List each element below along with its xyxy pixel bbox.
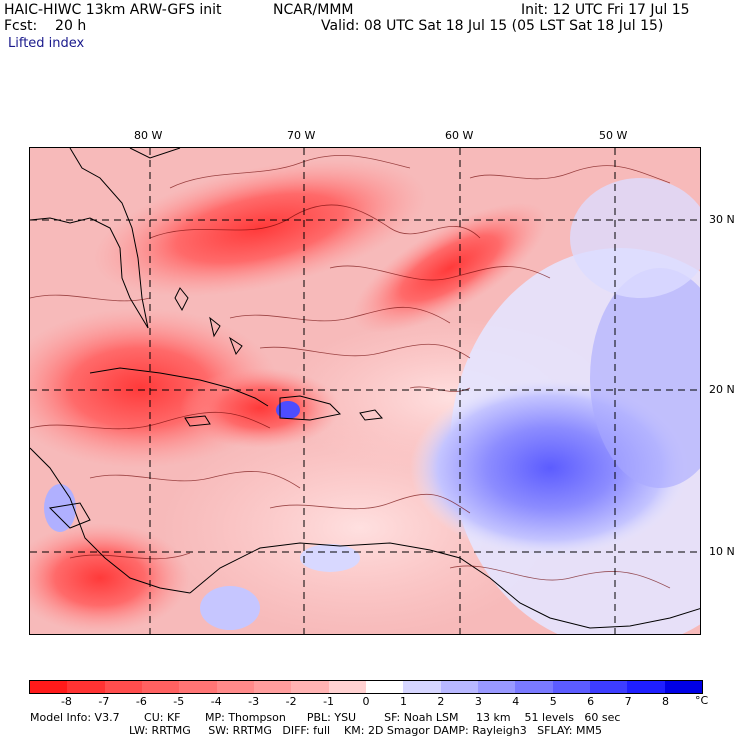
model-title: HAIC-HIWC 13km ARW-GFS init — [4, 2, 222, 18]
field-name: Lifted index — [8, 36, 85, 51]
coast-puerto-rico — [359, 409, 384, 421]
lon-label-50w: 50 W — [599, 129, 628, 142]
unstable-band-north — [93, 159, 427, 297]
lon-label-70w: 70 W — [287, 129, 316, 142]
contour-9 — [69, 552, 191, 560]
colorbar-segment — [664, 681, 702, 693]
colorbar-segment — [589, 681, 628, 693]
unstable-band-northeast — [352, 203, 548, 333]
colorbar-tick-label: 8 — [662, 695, 670, 708]
colorbar-tick-label: 0 — [362, 695, 370, 708]
lat-label-30n: 30 N — [709, 213, 735, 226]
colorbar-tick-label: 3 — [474, 695, 482, 708]
unstable-region-hispaniola — [180, 368, 340, 448]
stable-patch-south — [300, 544, 360, 572]
colorbar-segment — [440, 681, 478, 693]
coast-carolinas — [129, 148, 181, 159]
colorbar-segment — [141, 681, 180, 693]
lifted-index-map[interactable] — [29, 147, 701, 635]
colorbar-segment — [291, 681, 329, 693]
colorbar-segment — [552, 681, 590, 693]
contour-lines — [30, 154, 671, 589]
colorbar-segment — [104, 681, 142, 693]
coast-jamaica — [184, 415, 211, 427]
colorbar-segment — [179, 681, 217, 693]
colorbar-tick-label: -1 — [323, 695, 335, 708]
model-info-line1: Model Info: V3.7 CU: KF MP: Thompson PBL… — [30, 711, 621, 724]
colorbar-tick-label: 4 — [512, 695, 520, 708]
colorbar-tick-label: -3 — [248, 695, 260, 708]
stable-patch-southwest — [200, 586, 260, 630]
contour-10 — [269, 493, 471, 514]
lat-label-20n: 20 N — [709, 383, 735, 396]
coast-yucatan — [48, 502, 91, 529]
colorbar-tick-label: -6 — [135, 695, 147, 708]
lon-label-80w: 80 W — [134, 129, 163, 142]
coast-cuba — [89, 367, 269, 407]
contour-4 — [229, 306, 451, 324]
colorbar-tick-label: -5 — [173, 695, 185, 708]
stable-patch-west — [44, 484, 76, 532]
graticule — [30, 148, 700, 634]
init-label: Init: 12 UTC Fri 17 Jul 15 — [521, 2, 690, 18]
contour-7 — [30, 411, 271, 430]
model-info-line2: LW: RRTMG SW: RRTMG DIFF: full KM: 2D Sm… — [129, 724, 602, 737]
colorbar-segment — [67, 681, 105, 693]
coast-central-america — [30, 447, 191, 594]
org-label: NCAR/MMM — [273, 2, 354, 18]
colorbar-tick-label: 1 — [399, 695, 407, 708]
map-field-svg — [30, 148, 700, 634]
colorbar-segment — [30, 681, 68, 693]
colorbar-tick-label: 2 — [437, 695, 445, 708]
colorbar-tick-label: 6 — [587, 695, 595, 708]
coast-hispaniola — [279, 395, 342, 421]
colorbar-segment — [216, 681, 254, 693]
colorbar-tick-label: -8 — [60, 695, 72, 708]
colorbar-tick-label: -4 — [210, 695, 222, 708]
colorbar-segment — [328, 681, 366, 693]
contour-3 — [329, 265, 551, 281]
contour-6 — [30, 294, 151, 302]
colorbar-segment — [365, 681, 404, 693]
lon-label-60w: 60 W — [445, 129, 474, 142]
colorbar-tick-label: 7 — [624, 695, 632, 708]
coast-florida-east — [69, 148, 149, 329]
forecast-hour: Fcst: 20 h — [4, 18, 87, 34]
contour-2 — [149, 204, 481, 239]
colorbar-segment — [253, 681, 292, 693]
colorbar-segment — [477, 681, 516, 693]
contour-1 — [169, 154, 411, 189]
lat-label-10n: 10 N — [709, 545, 735, 558]
stable-region-northeast — [590, 268, 700, 488]
contour-8 — [89, 471, 301, 489]
contour-5 — [259, 343, 471, 359]
colorbar-tick-label: 5 — [549, 695, 557, 708]
colorbar-segment — [627, 681, 665, 693]
contour-13 — [449, 565, 671, 589]
valid-time: Valid: 08 UTC Sat 18 Jul 15 (05 LST Sat … — [321, 18, 664, 34]
colorbar — [29, 680, 703, 694]
colorbar-segment — [515, 681, 553, 693]
stable-patch-hispaniola — [276, 401, 300, 419]
colorbar-tick-label: -2 — [285, 695, 297, 708]
coast-bahamas — [174, 287, 243, 356]
colorbar-tick-label: -7 — [98, 695, 110, 708]
stable-region-north — [570, 178, 700, 298]
contour-11 — [469, 165, 671, 184]
colorbar-segment — [403, 681, 441, 693]
colorbar-unit: °C — [695, 694, 709, 707]
